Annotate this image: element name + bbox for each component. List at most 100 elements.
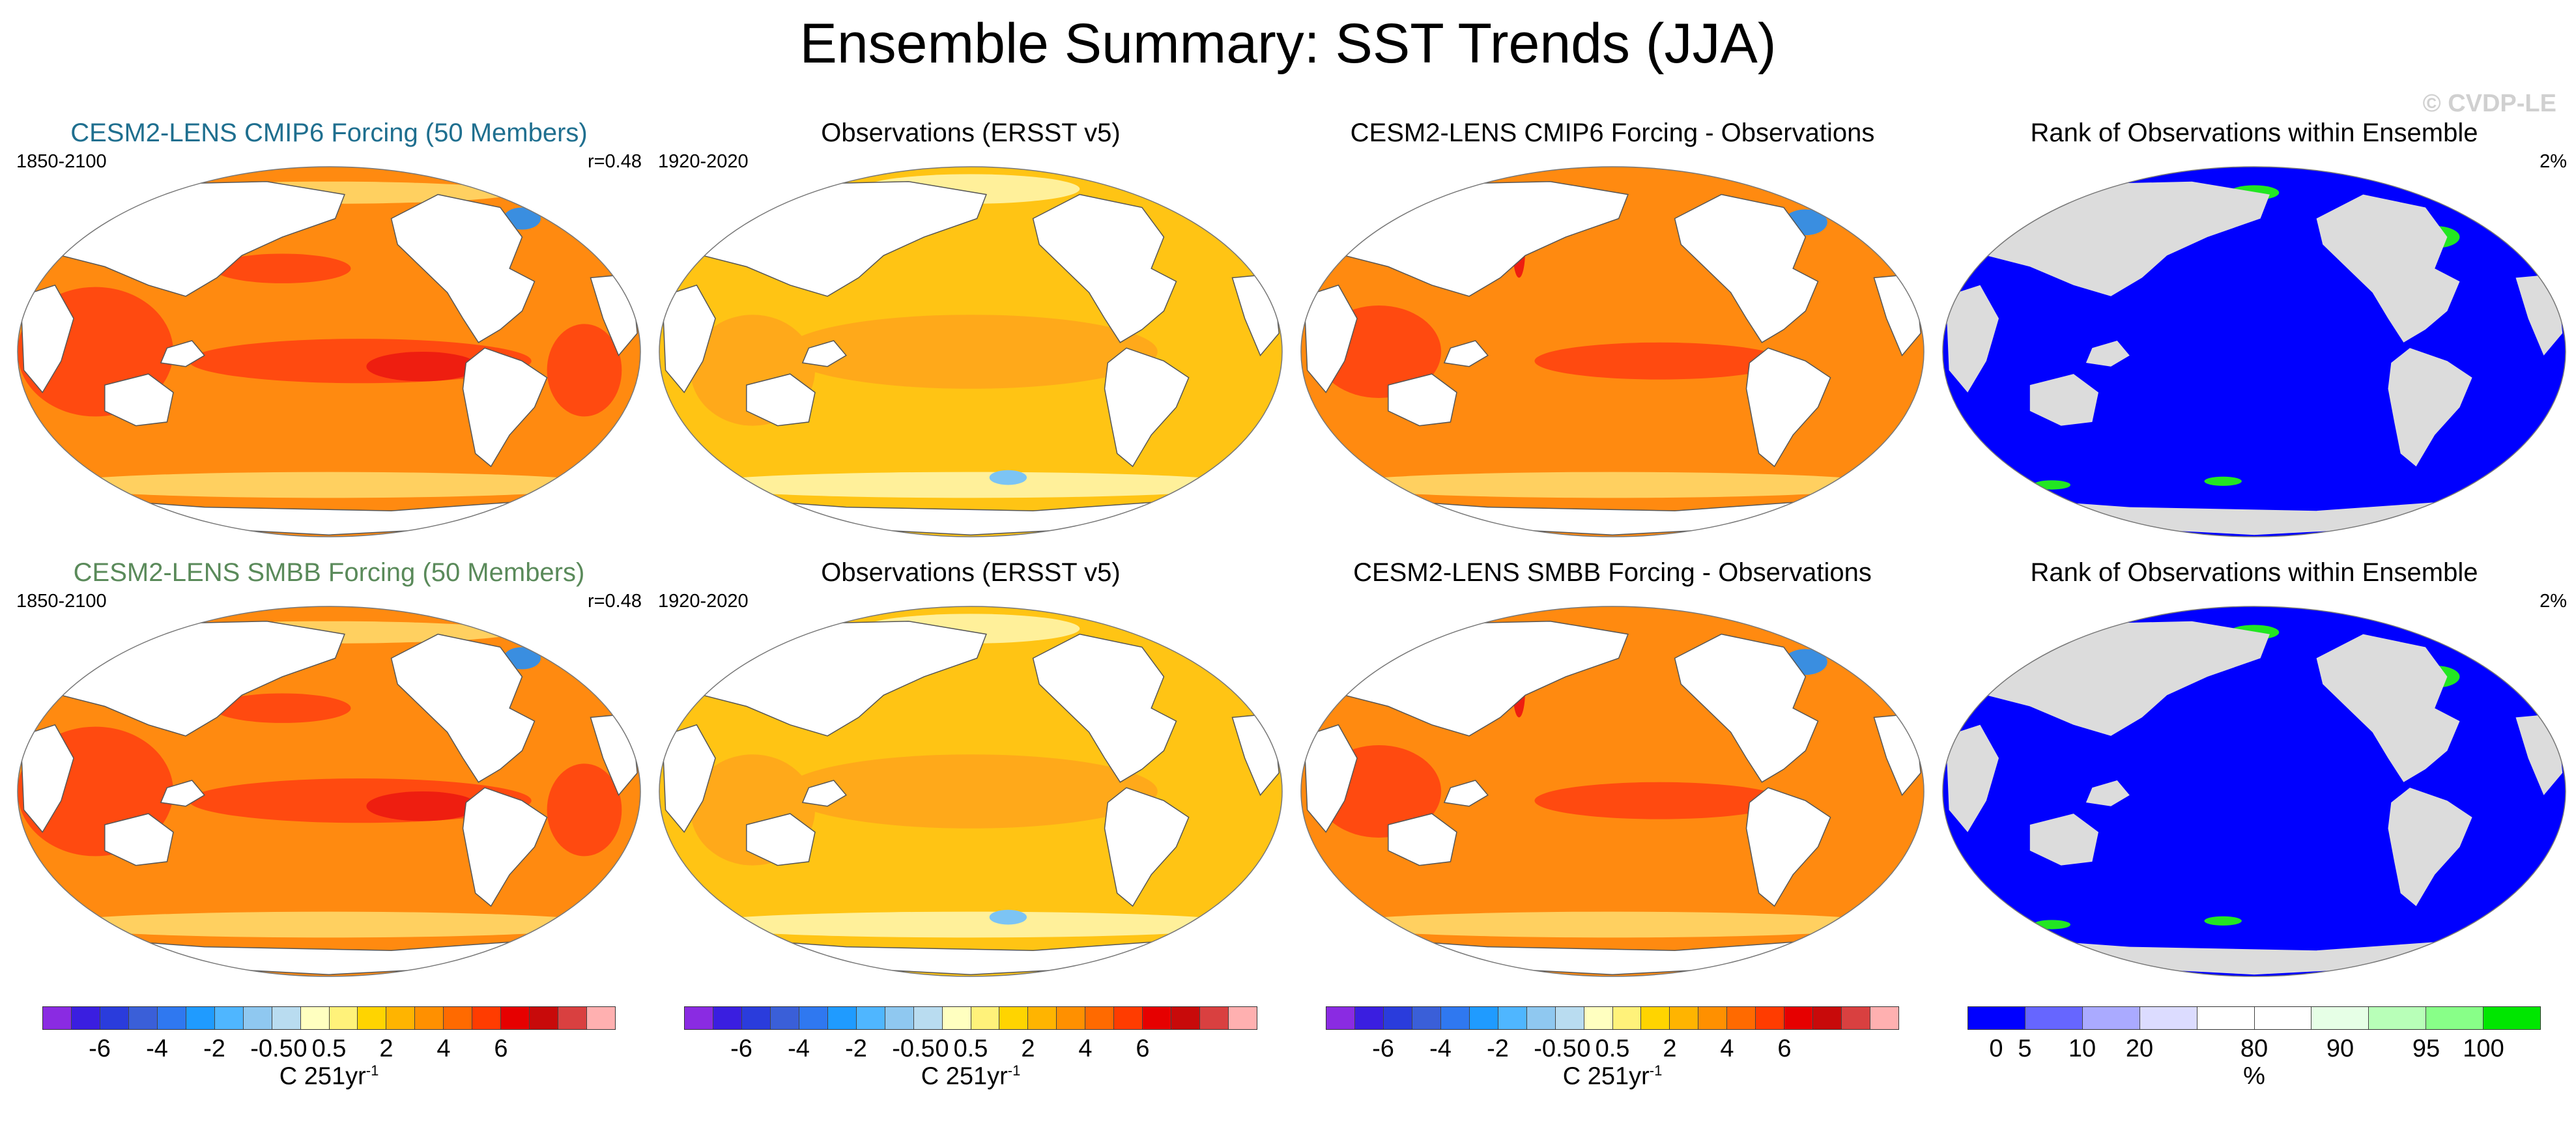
colorbar-tick-label: 0.5 — [953, 1035, 988, 1062]
continent-south-america — [1745, 347, 1831, 468]
sst-trend-map — [17, 606, 641, 977]
colorbar-unit-exponent: -1 — [365, 1062, 379, 1079]
period-label: 1920-2020 — [658, 591, 749, 612]
colorbar-unit-text: C 251yr — [279, 1062, 366, 1090]
colorbar-tick-label: 0.5 — [311, 1035, 347, 1062]
panel-title: Rank of Observations within Ensemble — [2030, 119, 2478, 147]
colorbar-swatch — [358, 1007, 387, 1029]
colorbar-swatches — [684, 1006, 1257, 1030]
sst-trend-map — [659, 166, 1283, 537]
colorbar-unit: C 251yr-1 — [1326, 1062, 1899, 1091]
continent-north-america — [1032, 633, 1177, 783]
colorbar-swatch — [999, 1007, 1029, 1029]
colorbar-tick-label: -6 — [89, 1035, 111, 1062]
continent-africa-left — [662, 284, 716, 393]
colorbar-swatch — [1498, 1007, 1527, 1029]
colorbar-tick-label: -4 — [146, 1035, 168, 1062]
rank-map — [1942, 606, 2566, 977]
colorbar-swatch — [2140, 1007, 2197, 1029]
colorbar-tick-label: 0 — [1989, 1035, 2003, 1062]
continent-south-america — [462, 347, 548, 468]
continent-north-america — [2316, 194, 2460, 343]
continent-south-america — [2388, 348, 2472, 467]
continent-australia — [2029, 814, 2098, 866]
colorbar-swatch — [1784, 1007, 1814, 1029]
colorbar-swatch — [243, 1007, 272, 1029]
colorbar-tick-label: 0 — [293, 1035, 308, 1062]
colorbar-swatch — [71, 1007, 100, 1029]
continent-africa-left — [1304, 284, 1358, 393]
continent-north-america — [390, 633, 536, 783]
colorbar-unit: C 251yr-1 — [684, 1062, 1257, 1091]
panel-title: Observations (ERSST v5) — [821, 558, 1121, 587]
continent-north-america — [1674, 633, 1819, 783]
colorbar-unit-text: % — [2243, 1062, 2265, 1090]
panel-title: Observations (ERSST v5) — [821, 119, 1121, 147]
colorbar-tick-label: 2 — [379, 1035, 394, 1062]
colorbar-tick-label: -2 — [1487, 1035, 1509, 1062]
sst-colorbar: -6 -4 -2 -0.5 0 0.5 2 4 6 C 251yr-1 — [1326, 1006, 1899, 1098]
continent-maritime — [160, 780, 205, 807]
continent-north-america — [1674, 193, 1819, 343]
colorbar-swatch — [2426, 1007, 2484, 1029]
colorbar-tick-label: 100 — [2463, 1035, 2504, 1062]
colorbar-swatch — [558, 1007, 588, 1029]
colorbar-swatch — [1028, 1007, 1057, 1029]
continent-australia — [104, 813, 174, 866]
colorbar-tick-label: -4 — [788, 1035, 810, 1062]
panel-title: Rank of Observations within Ensemble — [2030, 558, 2478, 587]
stat-label: 2% — [2540, 151, 2567, 172]
colorbar-swatch — [1200, 1007, 1229, 1029]
continent-maritime — [801, 340, 847, 367]
continent-australia — [2029, 374, 2098, 426]
period-label: 1850-2100 — [16, 151, 107, 172]
continent-australia — [746, 813, 816, 866]
colorbar-tick-label: -6 — [1372, 1035, 1394, 1062]
colorbar-tick-label: 2 — [1021, 1035, 1035, 1062]
continent-africa-left — [1304, 724, 1358, 833]
colorbar-unit: C 251yr-1 — [42, 1062, 616, 1091]
colorbar-tick-label: 6 — [1136, 1035, 1150, 1062]
colorbar-swatch — [799, 1007, 828, 1029]
period-label: 1920-2020 — [658, 151, 749, 172]
rank-colorbar: 0 5 10 20 80 90 95 100% — [1968, 1006, 2541, 1098]
colorbar-unit-exponent: -1 — [1649, 1062, 1663, 1079]
sst-trend-map — [1300, 166, 1925, 537]
colorbar-swatch — [1469, 1007, 1498, 1029]
continent-africa-left — [1945, 285, 1999, 393]
colorbar-swatch — [1756, 1007, 1785, 1029]
colorbar-swatch — [713, 1007, 742, 1029]
panel-model-2: CESM2-LENS SMBB Forcing (50 Members) 1850… — [10, 557, 648, 1000]
colorbar-swatch — [913, 1007, 943, 1029]
continent-south-america — [2388, 788, 2472, 907]
colorbar-tick-label: 4 — [1720, 1035, 1734, 1062]
colorbar-tick-label: 2 — [1663, 1035, 1677, 1062]
colorbar-unit: % — [1968, 1062, 2541, 1090]
continent-africa-left — [1945, 724, 1999, 832]
colorbar-swatches — [1326, 1006, 1899, 1030]
colorbar-swatch — [1412, 1007, 1441, 1029]
map-container — [1296, 163, 1928, 544]
colorbar-swatch — [1612, 1007, 1642, 1029]
stat-label: 2% — [2540, 591, 2567, 612]
colorbar-swatch — [885, 1007, 914, 1029]
colorbar-swatch — [1383, 1007, 1412, 1029]
panel-title: CESM2-LENS SMBB Forcing (50 Members) — [73, 558, 585, 587]
colorbar-swatches — [42, 1006, 616, 1030]
colorbar-tick-label: 0.5 — [1595, 1035, 1630, 1062]
colorbar-swatch — [856, 1007, 885, 1029]
colorbar-tick-label: 4 — [436, 1035, 451, 1062]
sst-trend-map — [17, 166, 641, 537]
colorbar-swatch — [2483, 1007, 2541, 1029]
watermark: © CVDP-LE — [2422, 90, 2556, 117]
map-container — [1296, 603, 1928, 984]
colorbar-swatch — [1641, 1007, 1670, 1029]
colorbar-swatch — [741, 1007, 771, 1029]
colorbar-swatch — [1526, 1007, 1556, 1029]
continent-south-america — [1104, 787, 1190, 907]
colorbar-unit-text: C 251yr — [1562, 1062, 1650, 1090]
continent-australia — [104, 373, 174, 427]
sst-colorbar: -6 -4 -2 -0.5 0 0.5 2 4 6 C 251yr-1 — [42, 1006, 616, 1098]
colorbar-swatch — [386, 1007, 416, 1029]
colorbar-tick-label: -0.5 — [892, 1035, 935, 1062]
